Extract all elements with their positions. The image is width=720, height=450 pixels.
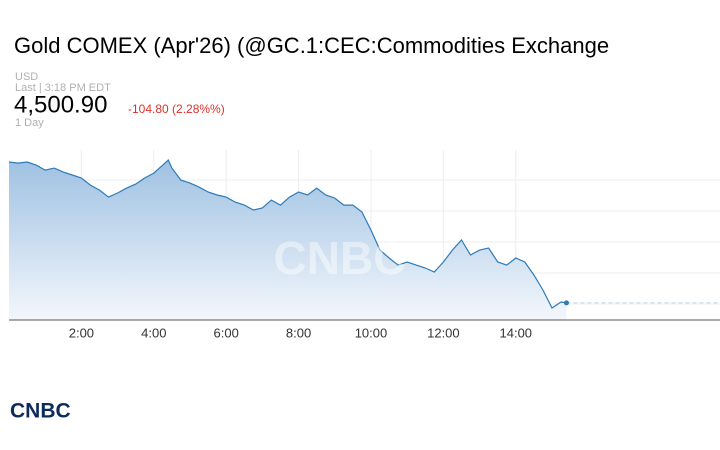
- chart-title: Gold COMEX (Apr'26) (@GC.1:CEC:Commoditi…: [14, 33, 609, 58]
- x-tick-label: 2:00: [69, 325, 94, 340]
- price-change: -104.80 (2.28%%): [128, 102, 225, 116]
- x-tick-label: 4:00: [141, 325, 166, 340]
- timestamp: Last | 3:18 PM EDT: [15, 82, 111, 94]
- last-point: [563, 300, 569, 306]
- x-tick-label: 8:00: [286, 325, 311, 340]
- x-tick-label: 10:00: [355, 325, 388, 340]
- area: [9, 160, 567, 320]
- period: 1 Day: [15, 117, 44, 129]
- x-tick-label: 12:00: [427, 325, 460, 340]
- currency: USD: [15, 71, 38, 83]
- price: 4,500.90: [14, 91, 107, 118]
- brand-logo: CNBC: [10, 400, 71, 423]
- plot-area: 2:00 4:00 6:00 8:00 10:00 12:00 14:00: [8, 150, 720, 340]
- x-tick-label: 14:00: [500, 325, 533, 340]
- watermark: CNBC: [274, 232, 407, 284]
- x-tick-label: 6:00: [214, 325, 239, 340]
- line: [8, 158, 567, 309]
